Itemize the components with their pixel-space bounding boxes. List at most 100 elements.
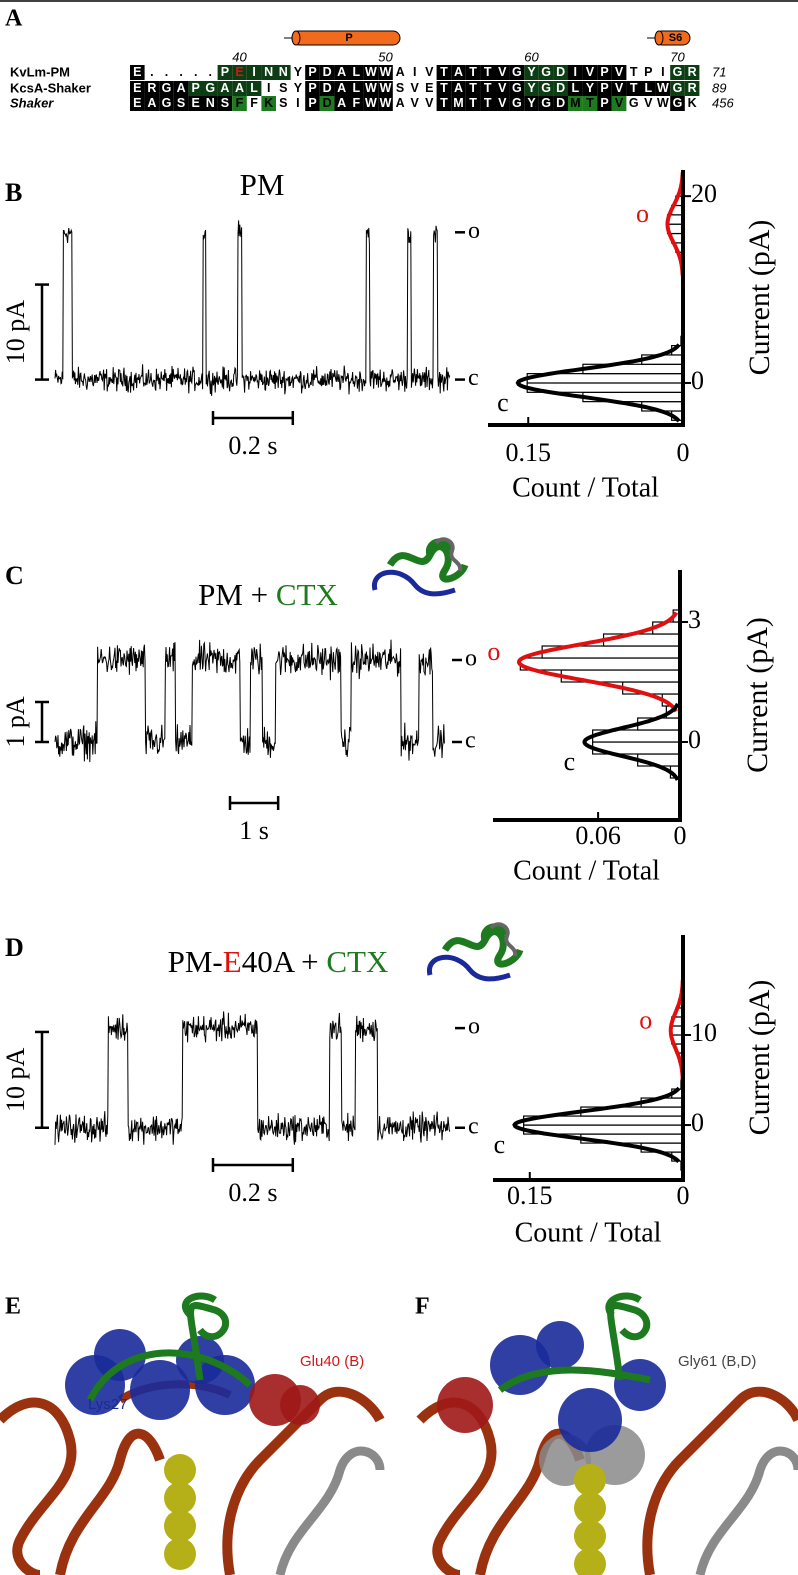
structure-e (0, 1292, 385, 1575)
ion (164, 1482, 196, 1514)
residue-shade (495, 81, 510, 96)
panel-label: A (5, 6, 23, 32)
residue-shade (130, 81, 145, 96)
panel-label: C (5, 561, 24, 590)
residue-shade (670, 81, 685, 96)
residue-shade (465, 81, 481, 96)
gaussian-fit (512, 1086, 681, 1164)
lys-sphere (558, 1388, 622, 1452)
x-axis-label: Count / Total (515, 1217, 662, 1248)
current-trace (54, 639, 445, 763)
toxin-ribbon (86, 1292, 253, 1402)
residue-shade (363, 65, 379, 80)
fit-label: o (487, 637, 500, 666)
residue-shade (582, 96, 598, 111)
y-tick-label: 0 (688, 725, 701, 754)
ion (574, 1464, 606, 1496)
residue-shade (203, 81, 218, 96)
title-part: PM + (198, 577, 276, 612)
x-tick-label: 0.06 (575, 821, 621, 850)
residue-shade (495, 96, 510, 111)
y-axis-label: Current (pA) (743, 220, 776, 376)
state-label: c (468, 365, 479, 391)
panel-label: F (415, 1294, 430, 1320)
residue-shade (261, 65, 276, 80)
panel-title: PM (240, 167, 285, 202)
x-tick-label: 0.15 (507, 1181, 553, 1210)
residue-shade (203, 96, 218, 111)
residue-shade (597, 81, 612, 96)
lys-sphere (536, 1321, 584, 1369)
residue-shade (378, 81, 393, 96)
residue-shade (509, 65, 525, 80)
residue-shade (436, 96, 452, 111)
y-tick-label: 0 (691, 1108, 704, 1137)
residue-shade (553, 65, 568, 80)
lys-sphere (614, 1359, 666, 1411)
residue-shade (349, 96, 364, 111)
residue-shade (568, 96, 583, 111)
y-tick-label: 3 (688, 605, 701, 634)
toxin-cartoon (372, 537, 469, 597)
row-end: 71 (712, 64, 726, 79)
residue-shade (232, 96, 247, 111)
residue-shade (144, 96, 160, 111)
residue-shade (495, 65, 510, 80)
histogram-bar (519, 657, 681, 671)
residue-shade (349, 81, 364, 96)
scale-label: 10 pA (1, 1047, 30, 1112)
state-label: o (465, 646, 477, 672)
residue-shade (451, 65, 466, 80)
residue-shade (553, 96, 568, 111)
residue-shade (378, 96, 393, 111)
toxin-ribbon-dark (489, 922, 518, 957)
y-tick-label: 20 (691, 179, 717, 208)
toxin-ribbon (497, 1292, 651, 1393)
channel-ribbon (0, 1397, 77, 1575)
residue-shade (246, 81, 262, 96)
residue-shade (188, 81, 203, 96)
helix-end (654, 30, 664, 46)
residue-shade (684, 65, 700, 80)
residue-shade (524, 96, 539, 111)
residue-shade (130, 96, 145, 111)
residue-shade (509, 96, 525, 111)
current-trace (54, 1011, 451, 1145)
residue-number: 50 (378, 49, 393, 64)
channel-ribbon-gray (275, 1446, 385, 1575)
residue-shade (319, 65, 335, 80)
channel-ribbon (642, 1386, 798, 1575)
x-tick-label: 0 (674, 821, 687, 850)
x-axis-label: Count / Total (513, 855, 660, 886)
scale-label: 1 pA (1, 696, 30, 748)
state-label: o (468, 1014, 480, 1040)
gaussian-fit (516, 611, 679, 713)
toxin-loop (427, 954, 511, 982)
ion (164, 1510, 196, 1542)
residue-shade (363, 81, 379, 96)
helix-end (291, 30, 301, 46)
residue-shade (188, 96, 203, 111)
structure-f (416, 1292, 798, 1575)
y-axis-label: Current (pA) (743, 980, 776, 1136)
panel-label: D (5, 933, 24, 962)
residue-shade (538, 81, 554, 96)
residue-number: 70 (670, 49, 685, 64)
residue-shade (305, 65, 320, 80)
residue-shade (611, 96, 627, 111)
residue-label: Lys27 (88, 1396, 127, 1413)
residue-shade (568, 81, 583, 96)
row-name: KcsA-Shaker (10, 80, 91, 95)
scale-label: 1 s (239, 816, 269, 845)
residue-shade (611, 81, 627, 96)
panel-title: PM + CTX (198, 577, 338, 612)
ion (164, 1538, 196, 1570)
x-tick-label: 0.15 (505, 438, 551, 467)
channel-ribbon (55, 1428, 165, 1575)
residue-shade (451, 81, 466, 96)
scale-label: 0.2 s (228, 431, 277, 460)
residue-shade (480, 96, 495, 111)
